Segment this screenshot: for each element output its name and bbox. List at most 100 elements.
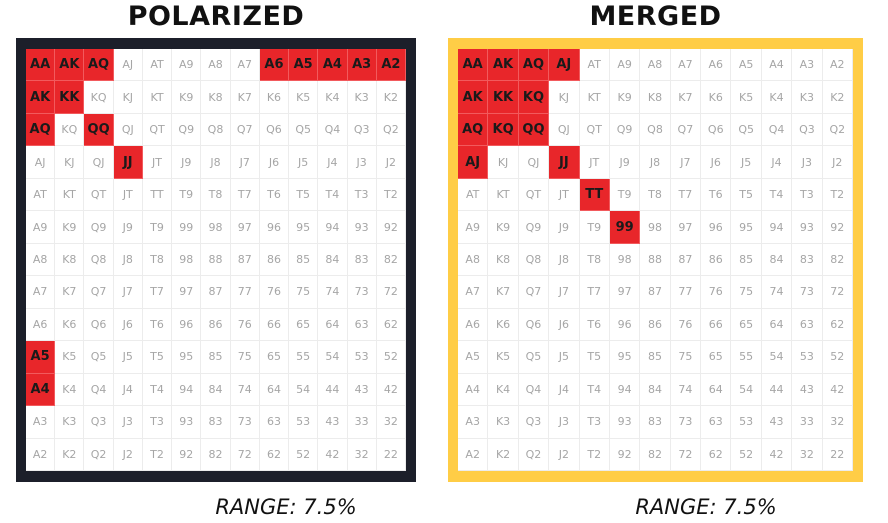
hand-cell: J6 (259, 146, 290, 179)
hand-cell: 83 (201, 406, 231, 439)
hand-cell: 93 (792, 211, 823, 244)
hand-cell: 76 (259, 276, 290, 309)
hand-cell: Q3 (518, 406, 550, 439)
hand-cell: 64 (259, 373, 290, 407)
hand-cell: K5 (488, 341, 519, 374)
hand-cell: 77 (670, 276, 702, 309)
hand-cell: T4 (142, 373, 173, 407)
hand-cell: AT (142, 49, 173, 82)
hand-cell: Q9 (172, 113, 202, 147)
hand-cell: Q5 (289, 113, 319, 147)
hand-cell: 75 (670, 341, 702, 374)
hand-cell: 52 (731, 438, 762, 471)
hand-cell: 53 (347, 341, 377, 374)
hand-cell: A7 (670, 49, 702, 82)
hand-cell: 83 (792, 243, 823, 277)
hand-cell: AQ (26, 113, 56, 147)
hand-cell: QT (518, 178, 550, 212)
hand-cell: AJ (26, 146, 56, 179)
hand-cell: 84 (640, 373, 671, 407)
hand-cell: KJ (549, 81, 580, 114)
hand-cell: AT (579, 49, 610, 82)
hand-cell: AT (26, 178, 56, 212)
hand-cell: 82 (376, 243, 406, 277)
hand-cell: 74 (761, 276, 793, 309)
polarized-hand-grid: AA AK AQ AJ AT A9 A8 A7 A6 A5 A4 A3 A2 AK KK KQ KJ KT K9 K8… (26, 49, 406, 471)
hand-cell: 73 (670, 406, 702, 439)
hand-cell: J2 (549, 438, 580, 471)
hand-cell: 62 (376, 308, 406, 342)
hand-cell: TT (579, 178, 610, 212)
hand-cell: A2 (376, 49, 406, 82)
hand-cell: 98 (201, 211, 231, 244)
hand-cell: 98 (172, 243, 202, 277)
hand-cell: KJ (55, 146, 85, 179)
hand-cell: T3 (579, 406, 610, 439)
hand-cell: J9 (609, 146, 641, 179)
hand-cell: 94 (172, 373, 202, 407)
hand-cell: QJ (113, 113, 143, 147)
hand-cell: 32 (376, 406, 406, 439)
hand-cell: T5 (579, 341, 610, 374)
hand-cell: 84 (201, 373, 231, 407)
hand-cell: 42 (822, 373, 853, 407)
hand-cell: 43 (318, 406, 348, 439)
hand-cell: 82 (640, 438, 671, 471)
hand-cell: T6 (259, 178, 290, 212)
hand-cell: 52 (376, 341, 406, 374)
hand-cell: 65 (259, 341, 290, 374)
hand-cell: A6 (701, 49, 732, 82)
hand-cell: QJ (549, 113, 580, 147)
hand-cell: 86 (701, 243, 732, 277)
hand-cell: J6 (113, 308, 143, 342)
hand-cell: K3 (55, 406, 85, 439)
hand-cell: T8 (142, 243, 173, 277)
hand-cell: 96 (701, 211, 732, 244)
hand-cell: T9 (172, 178, 202, 212)
hand-cell: 62 (822, 308, 853, 342)
hand-cell: 97 (230, 211, 260, 244)
hand-cell: 75 (731, 276, 762, 309)
hand-cell: A2 (458, 438, 489, 471)
hand-cell: T4 (579, 373, 610, 407)
merged-hand-grid: AA AK AQ AJ AT A9 A8 A7 A6 A5 A4 A3 A2 AK KK KQ KJ KT K9 K8… (458, 49, 853, 471)
hand-cell: 92 (172, 438, 202, 471)
hand-cell: K9 (55, 211, 85, 244)
hand-cell: AK (488, 49, 519, 82)
hand-cell: Q8 (84, 243, 114, 277)
hand-cell: 75 (289, 276, 319, 309)
hand-cell: 55 (731, 341, 762, 374)
hand-cell: AQ (518, 49, 550, 82)
hand-cell: JT (113, 178, 143, 212)
hand-cell: QT (84, 178, 114, 212)
hand-cell: T8 (640, 178, 671, 212)
hand-cell: 54 (318, 341, 348, 374)
hand-cell: J7 (113, 276, 143, 309)
hand-cell: 76 (230, 308, 260, 342)
hand-cell: K5 (731, 81, 762, 114)
hand-cell: K4 (55, 373, 85, 407)
hand-cell: Q4 (318, 113, 348, 147)
hand-cell: 85 (201, 341, 231, 374)
hand-cell: K7 (488, 276, 519, 309)
hand-cell: 32 (347, 438, 377, 471)
hand-cell: AJ (458, 146, 489, 179)
hand-cell: QT (142, 113, 173, 147)
hand-cell: 97 (609, 276, 641, 309)
hand-cell: 93 (609, 406, 641, 439)
hand-cell: Q5 (84, 341, 114, 374)
hand-cell: A9 (172, 49, 202, 82)
hand-cell: 42 (318, 438, 348, 471)
hand-cell: KT (55, 178, 85, 212)
hand-cell: T4 (318, 178, 348, 212)
hand-cell: 72 (230, 438, 260, 471)
hand-cell: 44 (318, 373, 348, 407)
hand-cell: 95 (731, 211, 762, 244)
hand-cell: 43 (761, 406, 793, 439)
hand-cell: A6 (259, 49, 290, 82)
hand-cell: JT (142, 146, 173, 179)
hand-cell: K3 (792, 81, 823, 114)
hand-cell: A8 (201, 49, 231, 82)
hand-cell: 72 (670, 438, 702, 471)
hand-cell: J5 (289, 146, 319, 179)
